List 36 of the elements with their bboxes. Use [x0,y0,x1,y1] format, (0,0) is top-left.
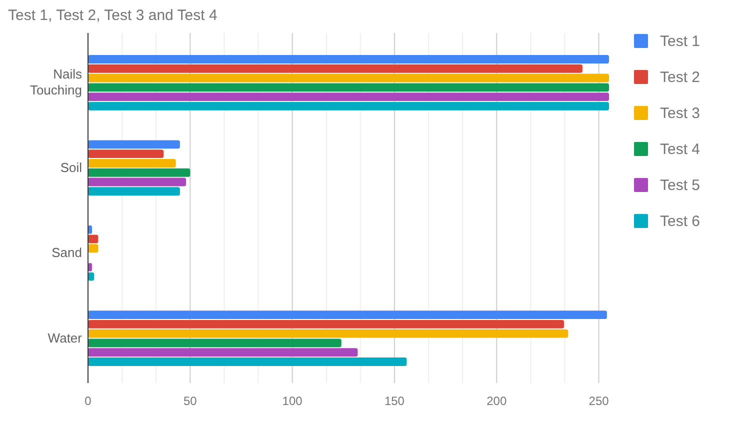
bar [88,83,609,92]
bar [88,150,164,158]
bar [88,55,609,64]
bar [88,158,176,168]
x-tick-label: 150 [384,394,405,408]
bar [88,140,180,149]
x-tick-label: 200 [486,394,507,408]
chart-title: Test 1, Test 2, Test 3 and Test 4 [8,7,218,24]
bar [88,187,180,196]
legend-label: Test 1 [660,33,700,50]
bar [88,320,564,328]
legend-label: Test 5 [660,177,700,194]
y-tick-label: Water [48,330,83,346]
bar [88,358,407,366]
x-tick-label: 0 [84,394,92,408]
bar [88,178,186,186]
bar [88,338,342,348]
y-tick-label: Sand [52,245,82,260]
y-tick-label: Nails Touching [30,66,82,98]
bar [88,310,607,320]
x-tick-label: 250 [588,394,610,408]
bar [88,64,582,73]
bar [88,329,568,338]
bar [88,102,609,110]
y-tick-label: Soil [60,160,82,175]
bar [88,92,609,102]
legend-label: Test 4 [660,141,700,158]
legend-label: Test 6 [660,213,700,230]
x-tick-label: 50 [183,394,198,408]
bar [88,168,190,177]
x-tick-label: 100 [282,394,303,408]
legend-label: Test 3 [660,105,700,122]
bar [88,244,98,253]
bar [88,348,358,357]
legend-label: Test 2 [660,69,700,86]
bar [88,74,609,82]
